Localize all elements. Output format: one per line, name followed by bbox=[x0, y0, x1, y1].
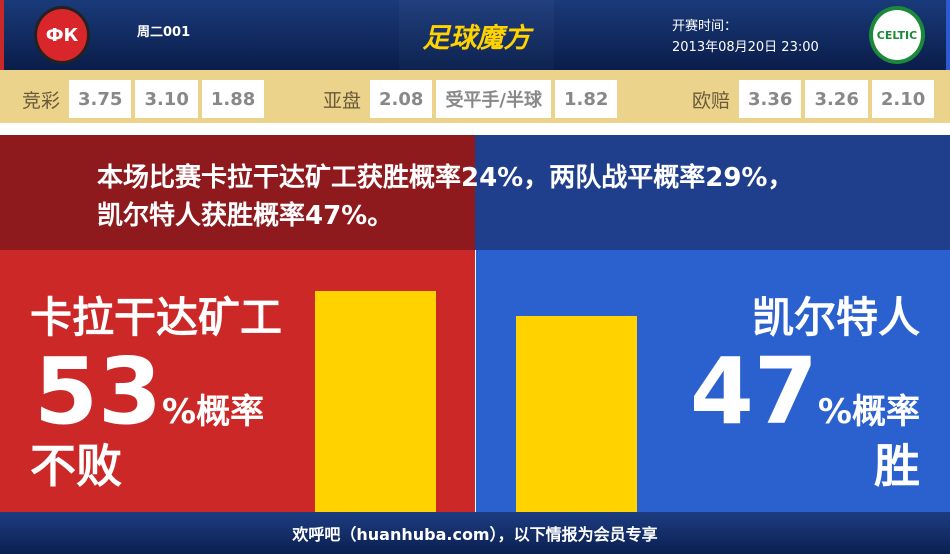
odds-bar: 竞彩 3.75 3.10 1.88 亚盘 2.08 受平手/半球 1.82 欧赔… bbox=[0, 70, 950, 129]
prediction-summary: 本场比赛卡拉干达矿工获胜概率24%，两队战平概率29%，凯尔特人获胜概率47%。 bbox=[0, 135, 950, 250]
odds-jingcai: 竞彩 3.75 3.10 1.88 bbox=[22, 80, 265, 118]
kickoff-label: 开赛时间： bbox=[672, 19, 738, 34]
away-team-logo: CELTIC bbox=[869, 6, 925, 64]
kickoff-time: 2013年08月20日 23:00 bbox=[672, 40, 819, 55]
odds-label: 欧赔 bbox=[692, 89, 731, 112]
odds-label: 亚盘 bbox=[323, 89, 362, 112]
odds-value: 3.26 bbox=[805, 80, 868, 118]
odds-value: 3.36 bbox=[739, 80, 802, 118]
home-logo-text: ФК bbox=[45, 24, 79, 46]
away-percent-value: 47 bbox=[689, 338, 818, 445]
odds-oupei: 欧赔 3.36 3.26 2.10 bbox=[692, 80, 935, 118]
away-logo-text: CELTIC bbox=[876, 28, 918, 42]
match-header: ФК 周二001 足球魔方 开赛时间： 2013年08月20日 23:00 CE… bbox=[0, 0, 950, 70]
match-number: 周二001 bbox=[137, 25, 191, 40]
odds-label: 竞彩 bbox=[22, 89, 61, 112]
away-panel: 凯尔特人 47%概率 胜 bbox=[476, 250, 950, 512]
home-probability-bar bbox=[315, 291, 436, 512]
odds-value: 2.08 bbox=[370, 80, 433, 118]
kickoff-info: 开赛时间： 2013年08月20日 23:00 bbox=[672, 16, 819, 58]
away-result: 胜 bbox=[874, 439, 920, 493]
brand-logo: 足球魔方 bbox=[399, 0, 554, 70]
odds-yapan: 亚盘 2.08 受平手/半球 1.82 bbox=[323, 80, 618, 118]
odds-value: 3.75 bbox=[69, 80, 132, 118]
home-percent-value: 53 bbox=[34, 338, 163, 445]
away-team-name: 凯尔特人 bbox=[751, 293, 920, 342]
away-probability-bar bbox=[516, 316, 637, 512]
away-percent: 47%概率 bbox=[690, 346, 920, 458]
home-panel: 卡拉干达矿工 53%概率 不败 bbox=[0, 250, 475, 512]
home-percent: 53%概率 bbox=[34, 346, 264, 458]
odds-value: 1.82 bbox=[555, 80, 618, 118]
home-team-logo: ФК bbox=[34, 6, 90, 64]
odds-value: 2.10 bbox=[871, 80, 935, 118]
footer-banner: 欢呼吧（huanhuba.com），以下情报为会员专享 bbox=[0, 512, 950, 554]
home-team-name: 卡拉干达矿工 bbox=[30, 293, 283, 342]
home-percent-suffix: %概率 bbox=[162, 392, 265, 432]
odds-value: 1.88 bbox=[201, 80, 265, 118]
odds-value: 3.10 bbox=[135, 80, 198, 118]
probability-panel: 卡拉干达矿工 53%概率 不败 凯尔特人 47%概率 胜 bbox=[0, 250, 950, 512]
odds-value: 受平手/半球 bbox=[436, 80, 552, 118]
away-percent-suffix: %概率 bbox=[817, 392, 920, 432]
summary-text: 本场比赛卡拉干达矿工获胜概率24%，两队战平概率29%，凯尔特人获胜概率47%。 bbox=[97, 163, 794, 231]
home-result: 不败 bbox=[30, 439, 122, 493]
